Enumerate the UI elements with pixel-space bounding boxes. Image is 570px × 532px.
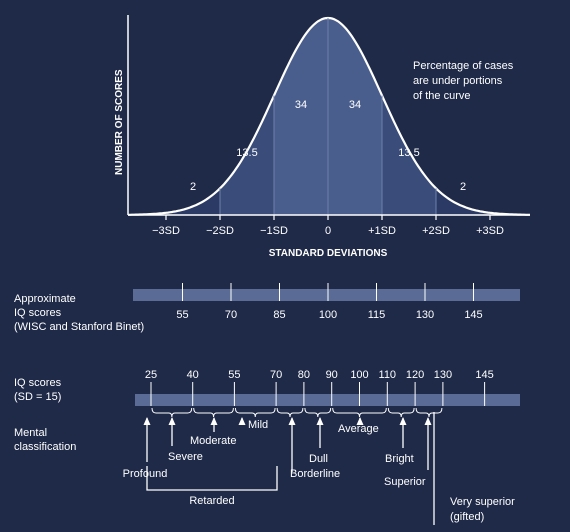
x-tick-label: +3SD (476, 225, 504, 237)
arrow-head (356, 417, 364, 425)
approx-tick-label: 85 (273, 309, 285, 321)
approx-tick-label: 115 (368, 309, 386, 321)
x-tick-label: 0 (325, 225, 331, 237)
classification-item: Superior (384, 476, 426, 488)
region-percentage: 13.5 (398, 147, 419, 159)
curve-band (328, 18, 382, 215)
range-brace (332, 407, 387, 418)
very-superior-line-1: Very superior (450, 496, 515, 508)
arrow-head (168, 417, 176, 425)
approx-tick-label: 130 (416, 309, 434, 321)
curve-bands (128, 18, 530, 215)
normal-curve (128, 16, 530, 216)
approx-label-line-2: IQ scores (14, 307, 62, 319)
classification-braces (151, 407, 443, 418)
range-brace (193, 407, 234, 418)
region-percentage: 34 (349, 99, 361, 111)
iq-tick-label: 145 (475, 369, 493, 381)
iq-label-line-1: IQ scores (14, 377, 62, 389)
annotation-line-1: Percentage of cases (413, 60, 514, 72)
iq-tick-label: 40 (187, 369, 199, 381)
approx-scale-bar (133, 289, 520, 301)
classification-item: Dull (309, 453, 328, 465)
approx-scale-ticks: 55 70 85 100 115 130 145 (176, 283, 483, 321)
iq-tick-label: 100 (350, 369, 368, 381)
classification-item: Average (338, 423, 379, 435)
x-tick-label: −2SD (206, 225, 234, 237)
x-tick-label: −1SD (260, 225, 288, 237)
classification-item: Profound (123, 468, 168, 480)
approx-tick-label: 100 (319, 309, 337, 321)
region-percentage: 2 (460, 181, 466, 193)
sd-divider-lines: 2 13.5 34 34 13.5 2 (190, 18, 466, 215)
iq-tick-label: 90 (326, 369, 338, 381)
annotation-line-2: are under portions (413, 75, 503, 87)
classification-label-line-1: Mental (14, 427, 47, 439)
approx-label-line-1: Approximate (14, 293, 76, 305)
region-percentage: 13.5 (236, 147, 257, 159)
region-percentage: 34 (295, 99, 307, 111)
very-superior-line-2: (gifted) (450, 511, 484, 523)
range-brace (234, 407, 276, 418)
iq-label-line-2: (SD = 15) (14, 391, 61, 403)
arrow-head (399, 417, 407, 425)
approx-tick-label: 145 (464, 309, 482, 321)
range-brace (415, 407, 443, 418)
x-tick-label: +2SD (422, 225, 450, 237)
classification-item: Bright (385, 453, 414, 465)
range-brace (387, 407, 415, 418)
x-tick-marks: −3SD −2SD −1SD 0 +1SD +2SD +3SD (152, 215, 504, 237)
classification-item: Mild (248, 419, 268, 431)
classification-label-line-2: classification (14, 441, 76, 453)
arrow-head (210, 417, 218, 425)
x-tick-label: −3SD (152, 225, 180, 237)
approx-label-line-3: (WISC and Stanford Binet) (14, 321, 144, 333)
curve-band (436, 188, 490, 215)
region-percentage: 2 (190, 181, 196, 193)
arrow-head (316, 417, 324, 425)
arrow-head (238, 417, 246, 425)
approx-tick-label: 70 (225, 309, 237, 321)
range-brace (151, 407, 193, 418)
classification-item: Borderline (290, 468, 340, 480)
curve-band (166, 188, 220, 215)
iq-scale-bar (135, 394, 520, 406)
classification-item: Moderate (190, 435, 236, 447)
retarded-label: Retarded (189, 495, 234, 507)
range-brace (304, 407, 332, 418)
arrow-head (143, 417, 151, 425)
annotation-line-3: of the curve (413, 90, 470, 102)
iq-tick-label: 25 (145, 369, 157, 381)
curve-band (274, 18, 328, 215)
x-tick-label: +1SD (368, 225, 396, 237)
iq-tick-label: 130 (434, 369, 452, 381)
arrow-head (424, 417, 432, 425)
iq-tick-label: 80 (298, 369, 310, 381)
approx-tick-label: 55 (176, 309, 188, 321)
iq-tick-label: 55 (228, 369, 240, 381)
range-brace (276, 407, 304, 418)
iq-tick-label: 110 (379, 369, 397, 381)
iq-scale-ticks: 25 40 55 70 80 90 100 110 120 130 145 (145, 369, 494, 406)
classification-item: Severe (168, 451, 203, 463)
y-axis-label: NUMBER OF SCORES (114, 69, 125, 175)
retarded-bracket (146, 466, 278, 491)
iq-tick-label: 70 (270, 369, 282, 381)
x-axis-label: STANDARD DEVIATIONS (269, 248, 388, 259)
arrow-head (288, 417, 296, 425)
iq-tick-label: 120 (406, 369, 424, 381)
